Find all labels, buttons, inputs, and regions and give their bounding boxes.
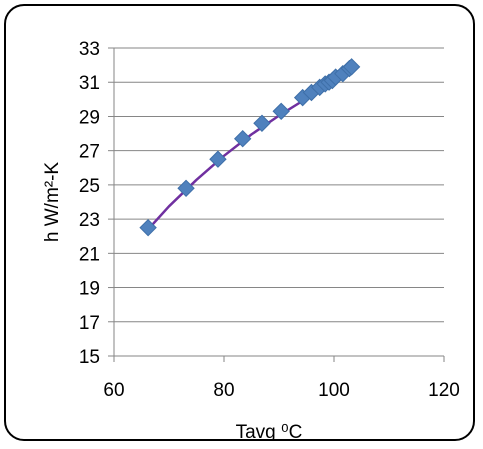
chart-svg: 15 17 19 21 23 25 27 29 31 33 60 80 100 120 Tavg ⁰C h… bbox=[42, 39, 460, 441]
y-tick-label-25: 25 bbox=[79, 176, 100, 197]
y-tick-label-33: 33 bbox=[79, 39, 100, 60]
x-tick-label-60: 60 bbox=[103, 380, 124, 401]
y-tick-label-17: 17 bbox=[79, 313, 100, 334]
y-tick-label-31: 31 bbox=[79, 73, 100, 94]
data-points bbox=[139, 58, 361, 237]
x-axis-title: Tavg ⁰C bbox=[236, 422, 303, 441]
y-tick-label-27: 27 bbox=[79, 142, 100, 163]
grid-lines bbox=[114, 47, 444, 323]
data-point bbox=[272, 102, 290, 121]
data-point bbox=[139, 218, 157, 237]
tick-labels: 15 17 19 21 23 25 27 29 31 33 60 80 100 120 bbox=[79, 39, 460, 401]
data-point bbox=[233, 129, 252, 148]
y-tick-label-19: 19 bbox=[79, 279, 100, 300]
y-tick-label-23: 23 bbox=[79, 210, 100, 231]
data-point bbox=[209, 150, 227, 168]
y-tick-label-21: 21 bbox=[79, 244, 100, 265]
axes bbox=[108, 47, 445, 362]
x-tick-label-120: 120 bbox=[428, 380, 460, 401]
y-tick-label-29: 29 bbox=[79, 107, 100, 128]
x-tick-label-80: 80 bbox=[213, 380, 234, 401]
chart-frame: 15 17 19 21 23 25 27 29 31 33 60 80 100 120 Tavg ⁰C h… bbox=[4, 4, 475, 441]
y-axis-title: h W/m²-K bbox=[42, 162, 63, 243]
data-point bbox=[177, 179, 195, 198]
data-point bbox=[253, 114, 271, 132]
y-tick-label-15: 15 bbox=[79, 347, 100, 368]
data-point bbox=[342, 58, 361, 76]
x-tick-label-100: 100 bbox=[318, 380, 350, 401]
